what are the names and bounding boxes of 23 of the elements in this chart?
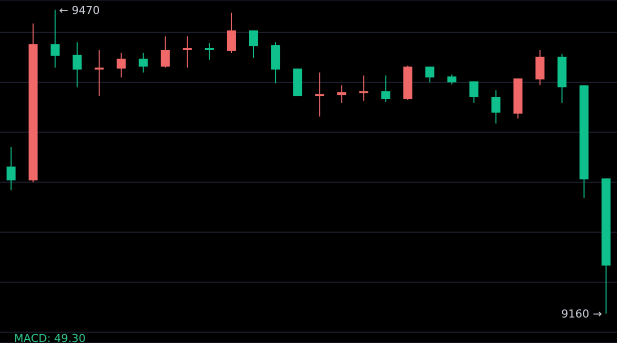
candlestick (226, 12, 236, 54)
candlestick (535, 49, 544, 86)
annotation: 9160 → (561, 308, 602, 321)
candlestick (447, 74, 456, 85)
candlestick (381, 74, 390, 102)
annotation: ← 9470 (59, 4, 100, 17)
candlestick (204, 42, 214, 60)
candlestick (160, 36, 170, 68)
candlestick (469, 80, 478, 104)
candlestick (337, 84, 346, 104)
candlestick (94, 49, 104, 97)
candlestick (50, 9, 60, 68)
candlestick (182, 36, 192, 68)
annotation: MACD: 49.30 (14, 332, 86, 343)
candlestick (425, 66, 434, 83)
candlestick (359, 74, 368, 102)
candlestick (249, 30, 258, 58)
candlestick (138, 52, 148, 74)
candlestick (116, 52, 126, 78)
candlestick (72, 42, 82, 88)
candlestick (491, 90, 500, 124)
candlestick (6, 146, 16, 191)
candlestick (315, 72, 324, 118)
